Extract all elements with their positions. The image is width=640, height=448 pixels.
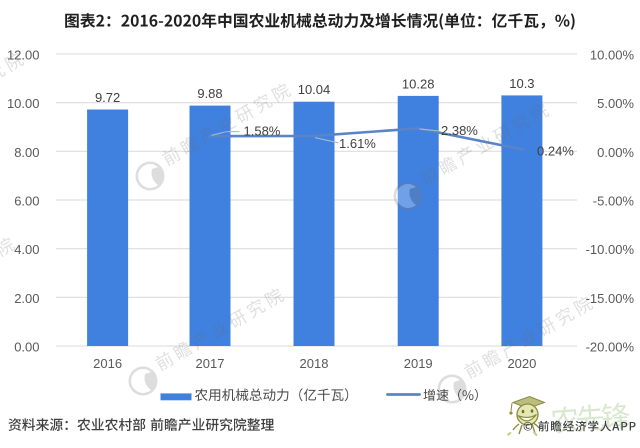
svg-text:2020: 2020 (507, 356, 536, 371)
svg-text:-15.00%: -15.00% (586, 291, 635, 306)
svg-text:2019: 2019 (404, 356, 433, 371)
svg-text:12.00: 12.00 (7, 48, 40, 63)
svg-text:0.00: 0.00 (14, 340, 39, 355)
svg-text:6.00: 6.00 (14, 194, 39, 209)
svg-text:1.58%: 1.58% (244, 124, 281, 139)
svg-text:4.00: 4.00 (14, 242, 39, 257)
svg-text:1.61%: 1.61% (339, 136, 376, 151)
svg-text:9.88: 9.88 (197, 86, 222, 101)
svg-text:5.00%: 5.00% (597, 96, 634, 111)
svg-text:10.04: 10.04 (298, 82, 331, 97)
svg-text:2.38%: 2.38% (441, 123, 478, 138)
svg-text:2.00: 2.00 (14, 291, 39, 306)
svg-text:-10.00%: -10.00% (586, 242, 635, 257)
svg-text:10.00: 10.00 (7, 96, 40, 111)
svg-text:-5.00%: -5.00% (593, 194, 635, 209)
svg-text:2017: 2017 (196, 356, 225, 371)
svg-text:10.00%: 10.00% (590, 48, 635, 63)
svg-text:0.24%: 0.24% (537, 144, 574, 159)
svg-text:-20.00%: -20.00% (586, 340, 635, 355)
svg-text:0.00%: 0.00% (597, 145, 634, 160)
svg-text:10.28: 10.28 (402, 76, 435, 91)
svg-text:9.72: 9.72 (95, 90, 120, 105)
svg-text:10.3: 10.3 (509, 76, 534, 91)
svg-text:2018: 2018 (300, 356, 329, 371)
svg-text:2016: 2016 (93, 356, 122, 371)
svg-text:8.00: 8.00 (14, 145, 39, 160)
